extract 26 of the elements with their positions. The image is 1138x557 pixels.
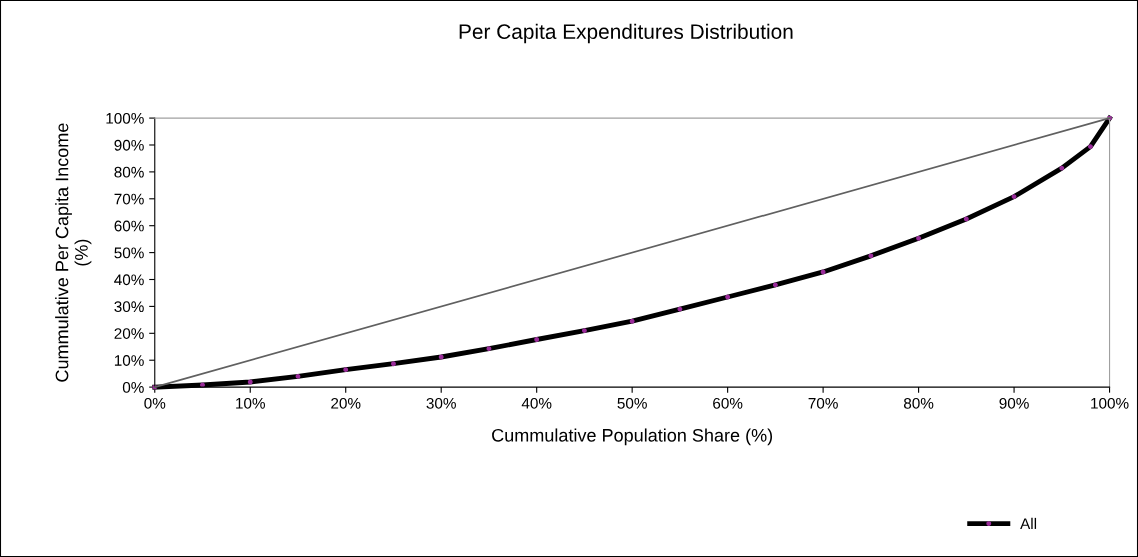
y-tick-label: 10% xyxy=(114,355,144,366)
y-axis-title: Cummulative Per Capita Income (%) xyxy=(55,123,92,382)
x-tick-label: 20% xyxy=(331,397,361,409)
x-tick-label: 30% xyxy=(426,397,456,409)
x-tick-label: 60% xyxy=(713,397,743,409)
x-tick-label: 0% xyxy=(144,397,166,409)
y-tick-label: 0% xyxy=(122,381,144,393)
y-tick-label: 90% xyxy=(114,139,144,151)
y-tick-label: 70% xyxy=(114,193,144,205)
x-tick-label: 50% xyxy=(617,397,647,409)
x-tick-label: 40% xyxy=(521,397,552,409)
x-tick-label: 80% xyxy=(903,397,934,409)
x-axis-title: Cummulative Population Share (%) xyxy=(492,428,773,446)
x-tick-label: 90% xyxy=(999,397,1029,409)
y-tick-label: 50% xyxy=(114,247,144,259)
legend-label: All xyxy=(1020,517,1037,529)
y-tick-label: 20% xyxy=(114,328,144,339)
y-tick-label: 60% xyxy=(114,220,144,232)
x-tick-label: 10% xyxy=(236,397,265,409)
y-tick-label: 100% xyxy=(106,112,144,124)
x-tick-label: 70% xyxy=(808,397,838,409)
chart-title: Per Capita Expenditures Distribution xyxy=(459,23,793,44)
y-tick-label: 80% xyxy=(114,166,144,178)
x-tick-label: 100% xyxy=(1091,397,1129,409)
y-tick-label: 30% xyxy=(114,301,144,313)
y-tick-label: 40% xyxy=(114,274,144,286)
